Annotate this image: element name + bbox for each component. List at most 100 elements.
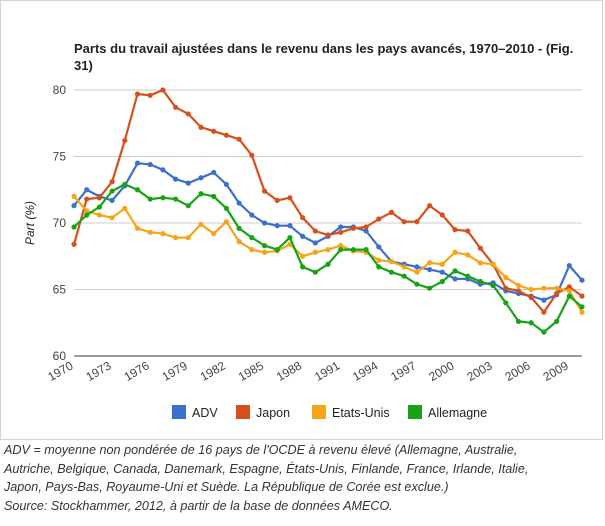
data-point: [198, 124, 204, 130]
data-point: [477, 278, 483, 285]
data-point: [198, 191, 204, 197]
data-point: [452, 268, 458, 274]
data-point: [465, 273, 471, 279]
data-point: [147, 196, 153, 202]
legend-label: Allemagne: [428, 406, 487, 420]
x-tick-label: 2006: [503, 358, 533, 384]
caption-line: ADV = moyenne non pondérée de 16 pays de…: [4, 443, 518, 457]
x-tick-label: 1994: [350, 358, 380, 384]
figure-caption: ADV = moyenne non pondérée de 16 pays de…: [4, 441, 602, 515]
x-tick-label: 1988: [274, 358, 304, 384]
data-point: [439, 261, 445, 267]
data-point: [579, 309, 585, 315]
legend-swatch: [408, 405, 422, 419]
legend-label: Etats-Unis: [332, 406, 390, 420]
data-point: [147, 229, 153, 235]
y-tick-label: 75: [53, 150, 67, 164]
data-point: [287, 195, 293, 201]
data-point: [427, 285, 433, 291]
data-point: [427, 203, 433, 209]
data-point: [477, 245, 483, 251]
series-line-etats-unis: [73, 195, 583, 313]
data-point: [223, 219, 229, 225]
data-point: [566, 262, 572, 269]
y-tick-label: 70: [53, 216, 67, 230]
data-point: [515, 318, 522, 325]
data-point: [325, 232, 331, 238]
data-point: [579, 304, 585, 310]
chart-title: Parts du travail ajustées dans le revenu…: [74, 41, 574, 73]
data-point: [338, 229, 344, 235]
x-tick-label: 1985: [236, 358, 266, 384]
data-point: [503, 300, 509, 306]
data-point: [439, 278, 445, 285]
data-point: [147, 161, 153, 168]
data-point: [134, 91, 141, 97]
x-tick-label: 1991: [312, 358, 342, 384]
x-tick-label: 2000: [426, 358, 456, 384]
data-point: [541, 309, 547, 315]
data-point: [71, 203, 77, 209]
data-point: [388, 209, 395, 215]
data-point: [401, 264, 407, 270]
data-point: [452, 249, 458, 255]
data-point: [223, 132, 229, 138]
x-tick-label: 1979: [160, 358, 190, 384]
data-point: [376, 216, 382, 222]
data-point: [414, 281, 420, 287]
data-point: [363, 224, 369, 230]
data-point: [312, 269, 318, 275]
data-point: [236, 239, 242, 245]
data-point: [376, 264, 382, 270]
data-point: [541, 285, 547, 291]
data-point: [185, 235, 191, 241]
data-point: [84, 196, 90, 202]
data-point: [71, 224, 77, 230]
data-point: [198, 221, 204, 227]
data-point: [300, 264, 306, 270]
data-point: [261, 188, 268, 194]
data-point: [338, 224, 344, 230]
data-point: [541, 297, 547, 303]
data-point: [554, 318, 560, 325]
data-point: [223, 205, 229, 211]
x-tick-label: 2009: [541, 358, 571, 384]
data-point: [414, 264, 420, 270]
data-point: [249, 247, 255, 253]
data-point: [71, 241, 77, 247]
legend: ADV Japon Etats-Unis Allemagne: [172, 405, 487, 420]
data-point: [338, 243, 344, 249]
data-point: [122, 205, 128, 211]
data-point: [541, 329, 547, 335]
y-axis-label: Part (%): [23, 201, 37, 245]
data-point: [160, 167, 166, 173]
data-point: [84, 212, 90, 218]
x-tick-label: 2003: [464, 358, 494, 384]
data-point: [84, 208, 90, 214]
data-point: [109, 179, 115, 185]
data-point: [388, 269, 395, 275]
legend-swatch: [312, 405, 326, 419]
data-point: [134, 160, 141, 166]
data-point: [236, 136, 242, 142]
data-point: [465, 252, 471, 258]
x-tick-label: 1973: [83, 358, 113, 384]
legend-swatch: [236, 405, 250, 419]
x-tick-label: 1982: [198, 358, 228, 384]
data-point: [515, 288, 522, 294]
data-point: [211, 169, 217, 176]
data-point: [261, 243, 268, 249]
data-point: [96, 212, 102, 218]
data-point: [554, 285, 560, 291]
data-point: [185, 180, 191, 186]
data-point: [566, 288, 572, 294]
data-point: [160, 87, 166, 93]
data-point: [249, 212, 255, 218]
data-point: [503, 274, 509, 281]
data-point: [414, 219, 420, 225]
data-point: [249, 152, 255, 158]
data-point: [490, 282, 496, 289]
series-lines: [71, 87, 585, 335]
data-point: [528, 294, 534, 301]
